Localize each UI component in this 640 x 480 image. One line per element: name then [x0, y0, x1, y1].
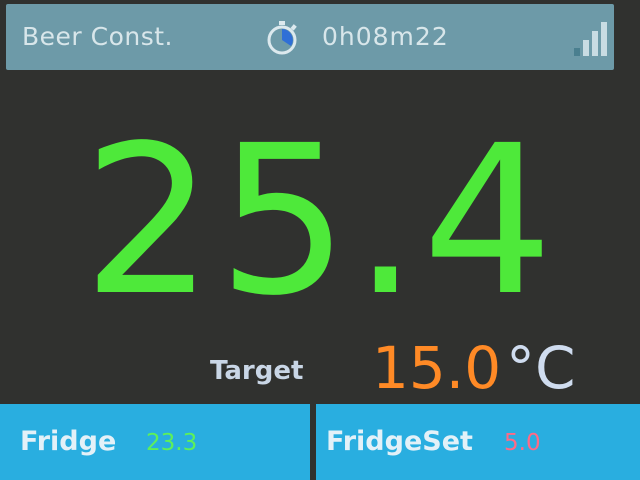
mode-label[interactable]: Beer Const.: [22, 22, 174, 51]
elapsed-time: 0h08m22: [322, 22, 449, 51]
signal-strength-icon[interactable]: [572, 18, 608, 58]
fridgeset-temperature: 5.0: [504, 430, 541, 456]
target-temperature[interactable]: 15.0: [372, 334, 502, 402]
fridge-panel[interactable]: Fridge 23.3: [0, 404, 310, 480]
status-bar: Beer Const. 0h08m22: [6, 4, 614, 70]
fridge-label: Fridge: [20, 426, 117, 457]
beer-temperature: 25.4: [82, 101, 558, 341]
stopwatch-icon: [267, 21, 297, 55]
fridgeset-label: FridgeSet: [326, 426, 473, 457]
fridgeset-panel[interactable]: FridgeSet 5.0: [316, 404, 640, 480]
target-label: Target: [210, 356, 304, 386]
temperature-unit: °C: [506, 334, 576, 402]
fridge-temperature: 23.3: [146, 430, 198, 456]
